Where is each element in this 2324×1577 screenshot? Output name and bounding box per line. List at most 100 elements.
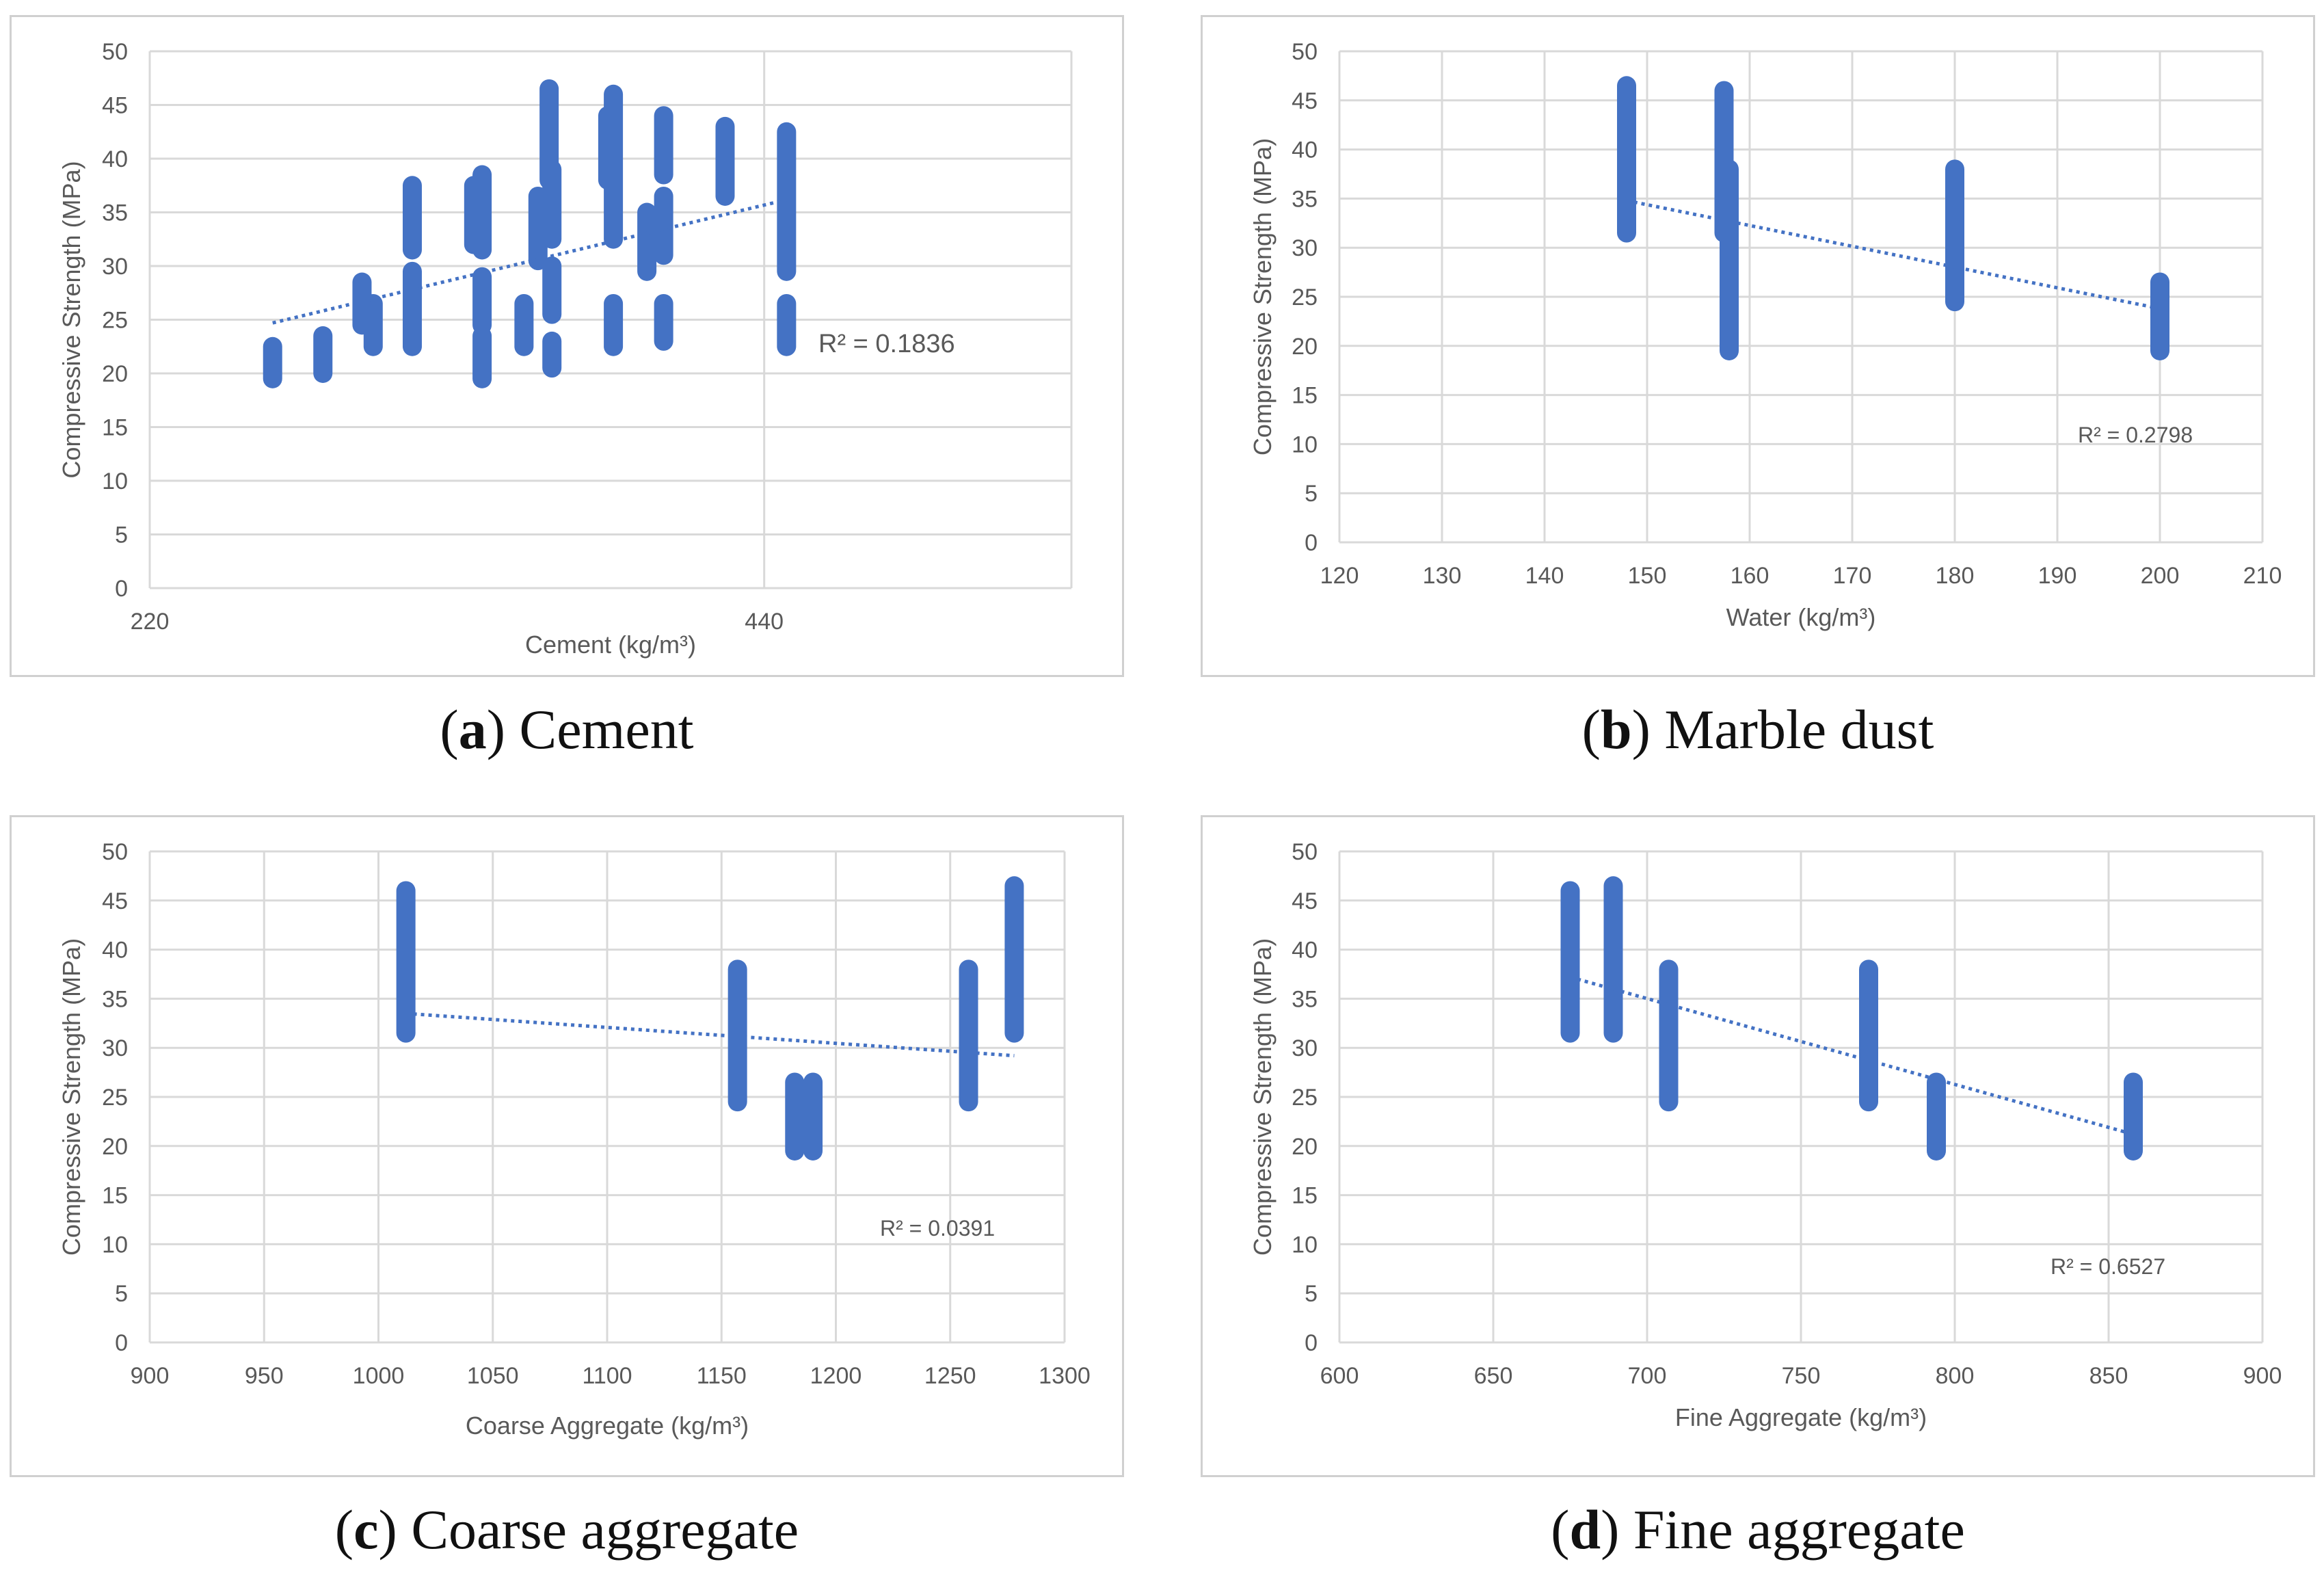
- x-tick-label: 130: [1423, 563, 1462, 589]
- caption-letter: a: [458, 698, 487, 760]
- x-tick-label: 900: [131, 1363, 170, 1389]
- y-tick-label: 25: [1292, 284, 1318, 310]
- y-axis-label: Compressive Strength (MPa): [57, 161, 85, 478]
- y-tick-label: 30: [1292, 1035, 1318, 1061]
- chart-water: 0 5 10 15 20 25 30 35 40 45 50 120 130 140 150 160 170 18…: [1248, 39, 2282, 631]
- x-tick-label: 160: [1731, 563, 1769, 589]
- trendline: [405, 1011, 1015, 1058]
- y-tick-label: 5: [115, 522, 128, 548]
- y-tick-label: 15: [1292, 383, 1318, 409]
- y-tick-label: 35: [102, 986, 128, 1012]
- y-axis-label: Compressive Strength (MPa): [1248, 938, 1277, 1256]
- y-tick-label: 35: [102, 200, 128, 226]
- y-tick-label: 35: [1292, 986, 1318, 1012]
- x-axis-label: Fine Aggregate (kg/m³): [1675, 1403, 1927, 1431]
- caption-letter: d: [1569, 1498, 1601, 1561]
- y-tick-label: 30: [1292, 235, 1318, 261]
- y-tick-label: 0: [1305, 530, 1318, 556]
- caption-letter: b: [1600, 698, 1632, 760]
- r-squared-label: R² = 0.2798: [2078, 423, 2193, 447]
- caption-text: Cement: [519, 698, 694, 760]
- r-squared-label: R² = 0.0391: [880, 1216, 995, 1241]
- x-tick-label: 900: [2243, 1363, 2282, 1389]
- y-tick-label: 45: [1292, 88, 1318, 114]
- y-tick-label: 40: [1292, 938, 1318, 964]
- chart-coarse-aggregate: 0 5 10 15 20 25 30 35 40 45 50 900 950 1000 1050 1100 11…: [57, 839, 1091, 1440]
- y-tick-label: 45: [102, 888, 128, 914]
- y-tick-label: 50: [1292, 39, 1318, 65]
- x-axis-label: Cement (kg/m³): [525, 631, 696, 659]
- y-tick-label: 20: [1292, 334, 1318, 360]
- x-tick-label: 200: [2141, 563, 2180, 589]
- y-tick-label: 25: [102, 308, 128, 334]
- y-tick-label: 25: [1292, 1085, 1318, 1111]
- y-tick-label: 15: [1292, 1183, 1318, 1209]
- trendline: [1626, 198, 2161, 310]
- caption-text: Marble dust: [1664, 698, 1934, 760]
- x-tick-label: 150: [1628, 563, 1667, 589]
- x-tick-label: 850: [2089, 1363, 2128, 1389]
- y-tick-label: 0: [1305, 1330, 1318, 1356]
- y-tick-label: 10: [102, 468, 128, 494]
- y-tick-label: 10: [1292, 1232, 1318, 1258]
- y-tick-label: 40: [102, 146, 128, 172]
- y-tick-label: 25: [102, 1085, 128, 1111]
- y-tick-label: 5: [1305, 1281, 1318, 1307]
- y-tick-label: 0: [115, 576, 128, 602]
- x-axis-label: Coarse Aggregate (kg/m³): [466, 1412, 749, 1440]
- x-tick-label: 950: [245, 1363, 284, 1389]
- y-tick-label: 10: [1292, 432, 1318, 458]
- x-tick-label: 750: [1782, 1363, 1821, 1389]
- y-tick-label: 5: [1305, 481, 1318, 507]
- x-tick-label: 800: [1936, 1363, 1975, 1389]
- x-tick-label: 1100: [582, 1363, 632, 1389]
- y-tick-label: 20: [102, 361, 128, 387]
- y-tick-label: 10: [102, 1232, 128, 1258]
- caption-b: (b) Marble dust: [1581, 698, 1934, 760]
- y-tick-label: 50: [1292, 839, 1318, 865]
- caption-a: (a) Cement: [440, 698, 694, 760]
- chart-fine-aggregate: 0 5 10 15 20 25 30 35 40 45 50 600 650 700 750 800 850 90…: [1248, 839, 2282, 1431]
- chart-frame-d: 0 5 10 15 20 25 30 35 40 45 50 600 650 700 750 800 850 90…: [1201, 815, 2315, 1477]
- r-squared-label: R² = 0.1836: [818, 330, 955, 358]
- y-tick-label: 45: [102, 93, 128, 119]
- y-axis-label: Compressive Strength (MPa): [57, 938, 85, 1256]
- caption-d: (d) Fine aggregate: [1551, 1498, 1965, 1561]
- x-tick-label: 220: [131, 609, 170, 635]
- x-tick-label: 190: [2038, 563, 2077, 589]
- trendline: [272, 196, 793, 325]
- x-axis-label: Water (kg/m³): [1726, 603, 1876, 631]
- y-tick-label: 5: [115, 1281, 128, 1307]
- chart-frame-c: 0 5 10 15 20 25 30 35 40 45 50 900 950 1000 1050 1100 11…: [10, 815, 1124, 1477]
- x-tick-label: 170: [1833, 563, 1872, 589]
- y-tick-label: 35: [1292, 186, 1318, 212]
- x-tick-label: 1050: [467, 1363, 519, 1389]
- x-tick-label: 650: [1474, 1363, 1513, 1389]
- y-tick-label: 40: [1292, 137, 1318, 163]
- y-tick-label: 0: [115, 1330, 128, 1356]
- x-tick-label: 600: [1320, 1363, 1359, 1389]
- y-tick-label: 30: [102, 1035, 128, 1061]
- x-tick-label: 1000: [353, 1363, 405, 1389]
- x-tick-label: 700: [1628, 1363, 1667, 1389]
- y-tick-label: 40: [102, 938, 128, 964]
- r-squared-label: R² = 0.6527: [2051, 1254, 2165, 1279]
- x-tick-label: 440: [745, 609, 784, 635]
- y-tick-label: 50: [102, 839, 128, 865]
- caption-text: Fine aggregate: [1633, 1498, 1965, 1561]
- x-tick-label: 140: [1525, 563, 1564, 589]
- trendline: [1569, 975, 2134, 1136]
- y-tick-label: 30: [102, 254, 128, 280]
- y-tick-label: 20: [102, 1134, 128, 1160]
- chart-frame-a: 0 5 10 15 20 25 30 35 40 45 50 220 440 R² = 0.1836 Cem…: [10, 15, 1124, 677]
- x-tick-label: 1250: [924, 1363, 976, 1389]
- chart-frame-b: 0 5 10 15 20 25 30 35 40 45 50 120 130 140 150 160 170 18…: [1201, 15, 2315, 677]
- caption-c: (c) Coarse aggregate: [334, 1498, 799, 1561]
- x-tick-label: 1300: [1039, 1363, 1091, 1389]
- y-tick-label: 15: [102, 415, 128, 441]
- y-tick-label: 45: [1292, 888, 1318, 914]
- x-tick-label: 210: [2243, 563, 2282, 589]
- y-axis-label: Compressive Strength (MPa): [1248, 138, 1277, 455]
- x-tick-label: 1150: [697, 1363, 747, 1389]
- y-tick-label: 50: [102, 39, 128, 65]
